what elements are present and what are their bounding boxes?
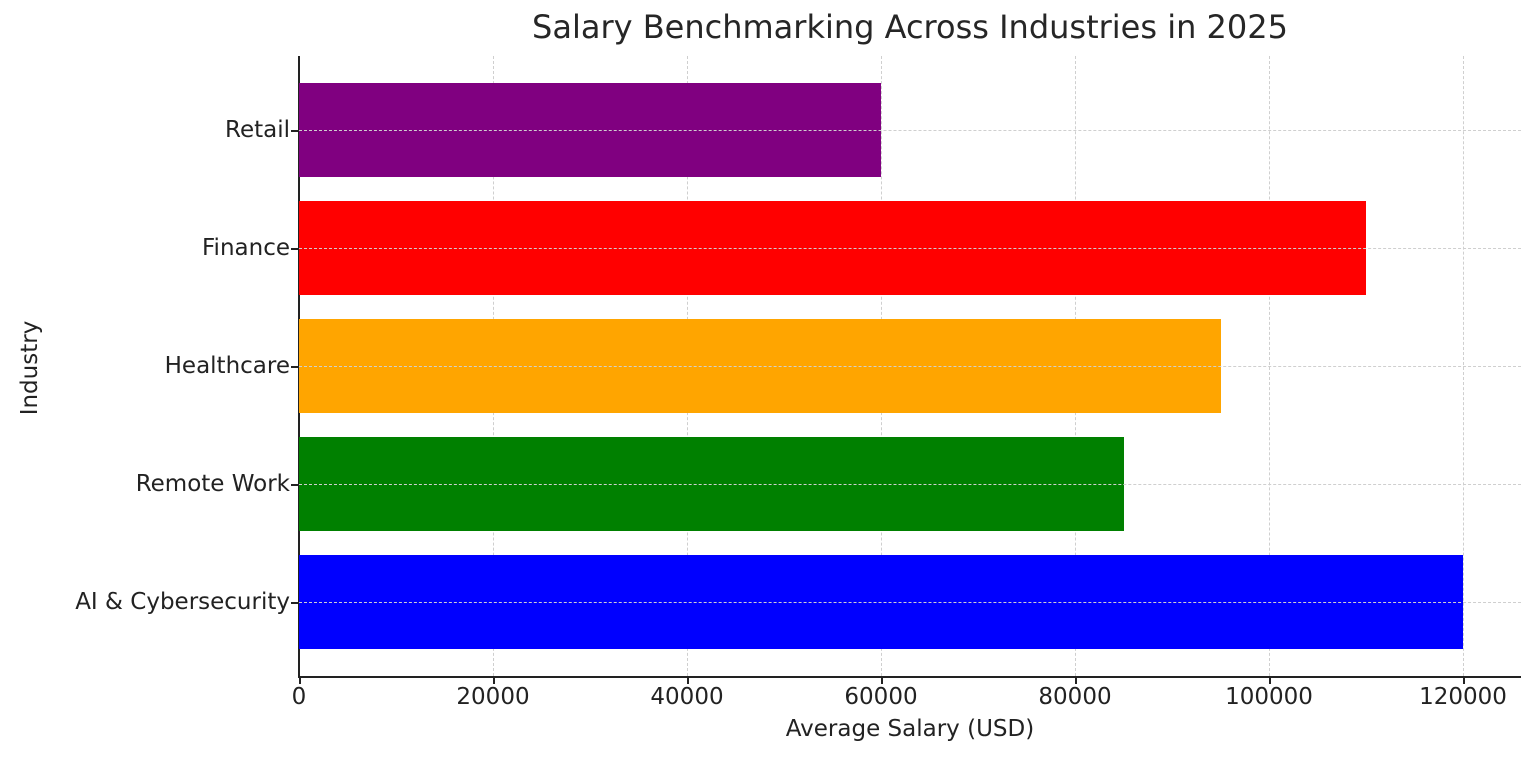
horizontal-grid-line: [299, 484, 1521, 485]
x-tick-mark: [493, 677, 495, 684]
horizontal-grid-line: [299, 248, 1521, 249]
y-tick-mark: [291, 366, 299, 368]
x-tick-label: 80000: [1038, 684, 1112, 710]
y-tick-mark: [291, 602, 299, 604]
x-tick-label: 100000: [1225, 684, 1313, 710]
y-tick-label: AI & Cybersecurity: [75, 589, 290, 615]
x-tick-mark: [881, 677, 883, 684]
horizontal-grid-line: [299, 366, 1521, 367]
horizontal-grid-line: [299, 602, 1521, 603]
y-tick-mark: [291, 484, 299, 486]
y-tick-label: Finance: [202, 235, 290, 261]
x-tick-mark: [1269, 677, 1271, 684]
y-tick-label: Remote Work: [135, 471, 290, 497]
x-tick-label: 20000: [456, 684, 530, 710]
x-axis-line: [298, 676, 1521, 678]
x-tick-label: 0: [291, 684, 307, 710]
chart-title: Salary Benchmarking Across Industries in…: [532, 8, 1288, 46]
x-axis-title: Average Salary (USD): [785, 716, 1035, 742]
y-tick-label: Healthcare: [164, 353, 290, 379]
x-tick-mark: [1075, 677, 1077, 684]
x-tick-label: 60000: [844, 684, 918, 710]
horizontal-grid-line: [299, 130, 1521, 131]
x-tick-mark: [299, 677, 301, 684]
x-tick-label: 40000: [650, 684, 724, 710]
x-tick-mark: [1463, 677, 1465, 684]
y-tick-mark: [291, 130, 299, 132]
y-axis-title: Industry: [17, 320, 43, 416]
y-tick-label: Retail: [225, 117, 290, 143]
x-tick-label: 120000: [1419, 684, 1507, 710]
y-tick-mark: [291, 248, 299, 250]
x-tick-mark: [687, 677, 689, 684]
